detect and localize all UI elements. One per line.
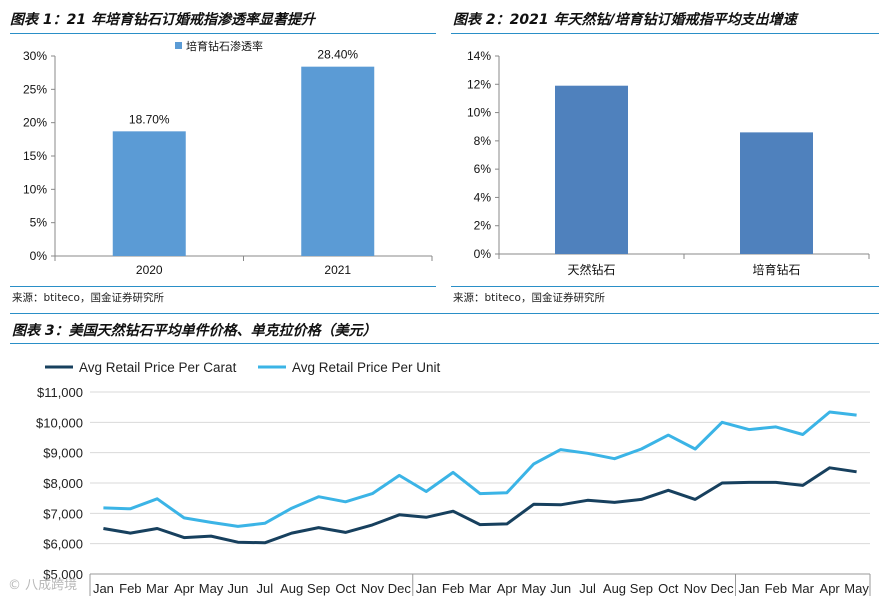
x-tick-label: Mar [146, 581, 169, 596]
x-tick-label: Apr [174, 581, 195, 596]
chart2-title: 图表 2：2021 年天然钻/培育钻订婚戒指平均支出增速 [453, 12, 797, 28]
y-tick-label: 30% [23, 49, 47, 63]
y-tick-label: 12% [467, 77, 491, 91]
chart1-source: 来源：btiteco，国金证券研究所 [12, 292, 164, 304]
series-line [103, 410, 857, 528]
chart1-title-rule [10, 33, 436, 34]
x-tick-label: May [522, 581, 547, 596]
x-tick-label: Jan [93, 581, 114, 596]
y-tick-label: $8,000 [43, 476, 83, 491]
x-tick-label: 2020 [136, 263, 163, 277]
chart3-svg: $5,000 $6,000 $7,000 $8,000 $9,000 $10,000 $11… [36, 360, 871, 596]
series-line [103, 466, 857, 545]
x-tick-label: 培育钻石 [752, 262, 800, 277]
chart2-bottom-rule [451, 286, 879, 287]
chart2-source: 来源：btiteco，国金证券研究所 [453, 292, 605, 304]
x-tick-label: Aug [280, 581, 303, 596]
y-tick-label: $9,000 [43, 446, 83, 461]
y-tick-label: 25% [23, 82, 47, 96]
data-label: 18.70% [129, 112, 170, 126]
chart3-title: 图表 3：美国天然钻石平均单件价格、单克拉价格（美元） [12, 323, 377, 339]
x-tick-label: Feb [442, 581, 464, 596]
y-tick-label: $5,000 [43, 567, 83, 582]
chart1-title: 图表 1：21 年培育钻石订婚戒指渗透率显著提升 [10, 12, 315, 28]
x-tick-label: Jun [550, 581, 571, 596]
bar [555, 85, 628, 254]
y-tick-label: 2% [474, 219, 492, 233]
x-tick-label: Jan [416, 581, 437, 596]
legend-label: Avg Retail Price Per Carat [79, 360, 237, 375]
chart1-bottom-rule [10, 286, 436, 287]
x-tick-label: Mar [792, 581, 815, 596]
y-tick-label: 4% [474, 190, 492, 204]
y-tick-label: 14% [467, 49, 491, 63]
y-tick-label: 0% [474, 247, 492, 261]
x-tick-label: Oct [335, 581, 356, 596]
chart3-title-rule [10, 343, 879, 344]
x-tick-label: Sep [307, 581, 330, 596]
x-tick-label: May [844, 581, 869, 596]
y-tick-label: 20% [23, 116, 47, 130]
y-tick-label: 5% [30, 216, 48, 230]
x-tick-label: 天然钻石 [567, 262, 615, 277]
y-tick-label: $10,000 [36, 415, 83, 430]
bar [112, 131, 186, 256]
x-tick-label: Sep [630, 581, 653, 596]
chart1-svg: 0% 5% 10% 15% 20% 25% 30% 18.70% 2020 28.40% 2021 培… [23, 39, 433, 277]
y-tick-label: 0% [30, 249, 48, 263]
x-tick-label: Nov [684, 581, 708, 596]
x-tick-label: Nov [361, 581, 385, 596]
bar [740, 132, 813, 254]
x-tick-label: Dec [711, 581, 735, 596]
watermark: © 八成跨境 [8, 578, 78, 593]
x-tick-label: Dec [388, 581, 412, 596]
x-tick-label: Mar [469, 581, 492, 596]
y-tick-label: 10% [23, 182, 47, 196]
x-tick-label: Apr [497, 581, 518, 596]
x-tick-label: May [199, 581, 224, 596]
chart2-svg: 0% 2% 4% 6% 8% 10% 12% 14% 天然钻石 培育钻石 [467, 49, 870, 277]
y-tick-label: $7,000 [43, 506, 83, 521]
x-tick-label: Oct [658, 581, 679, 596]
y-tick-label: $6,000 [43, 537, 83, 552]
legend-swatch [175, 42, 182, 49]
chart3-top-rule [10, 313, 879, 314]
chart2-title-rule [451, 33, 879, 34]
x-tick-label: Feb [765, 581, 787, 596]
x-tick-label: Apr [820, 581, 841, 596]
x-tick-label: 2021 [324, 263, 351, 277]
legend-label: Avg Retail Price Per Unit [292, 360, 441, 375]
x-tick-label: Feb [119, 581, 141, 596]
y-tick-label: $11,000 [37, 385, 83, 400]
y-tick-label: 15% [23, 149, 47, 163]
data-label: 28.40% [317, 48, 358, 62]
x-tick-label: Jul [579, 581, 596, 596]
bar [301, 66, 375, 257]
x-tick-label: Jun [227, 581, 248, 596]
x-tick-label: Jul [257, 581, 274, 596]
x-tick-label: Aug [603, 581, 626, 596]
y-tick-label: 10% [467, 106, 491, 120]
legend-label: 培育钻石渗透率 [186, 39, 263, 53]
y-tick-label: 6% [474, 162, 492, 176]
x-tick-label: Jan [738, 581, 759, 596]
y-tick-label: 8% [474, 134, 492, 148]
